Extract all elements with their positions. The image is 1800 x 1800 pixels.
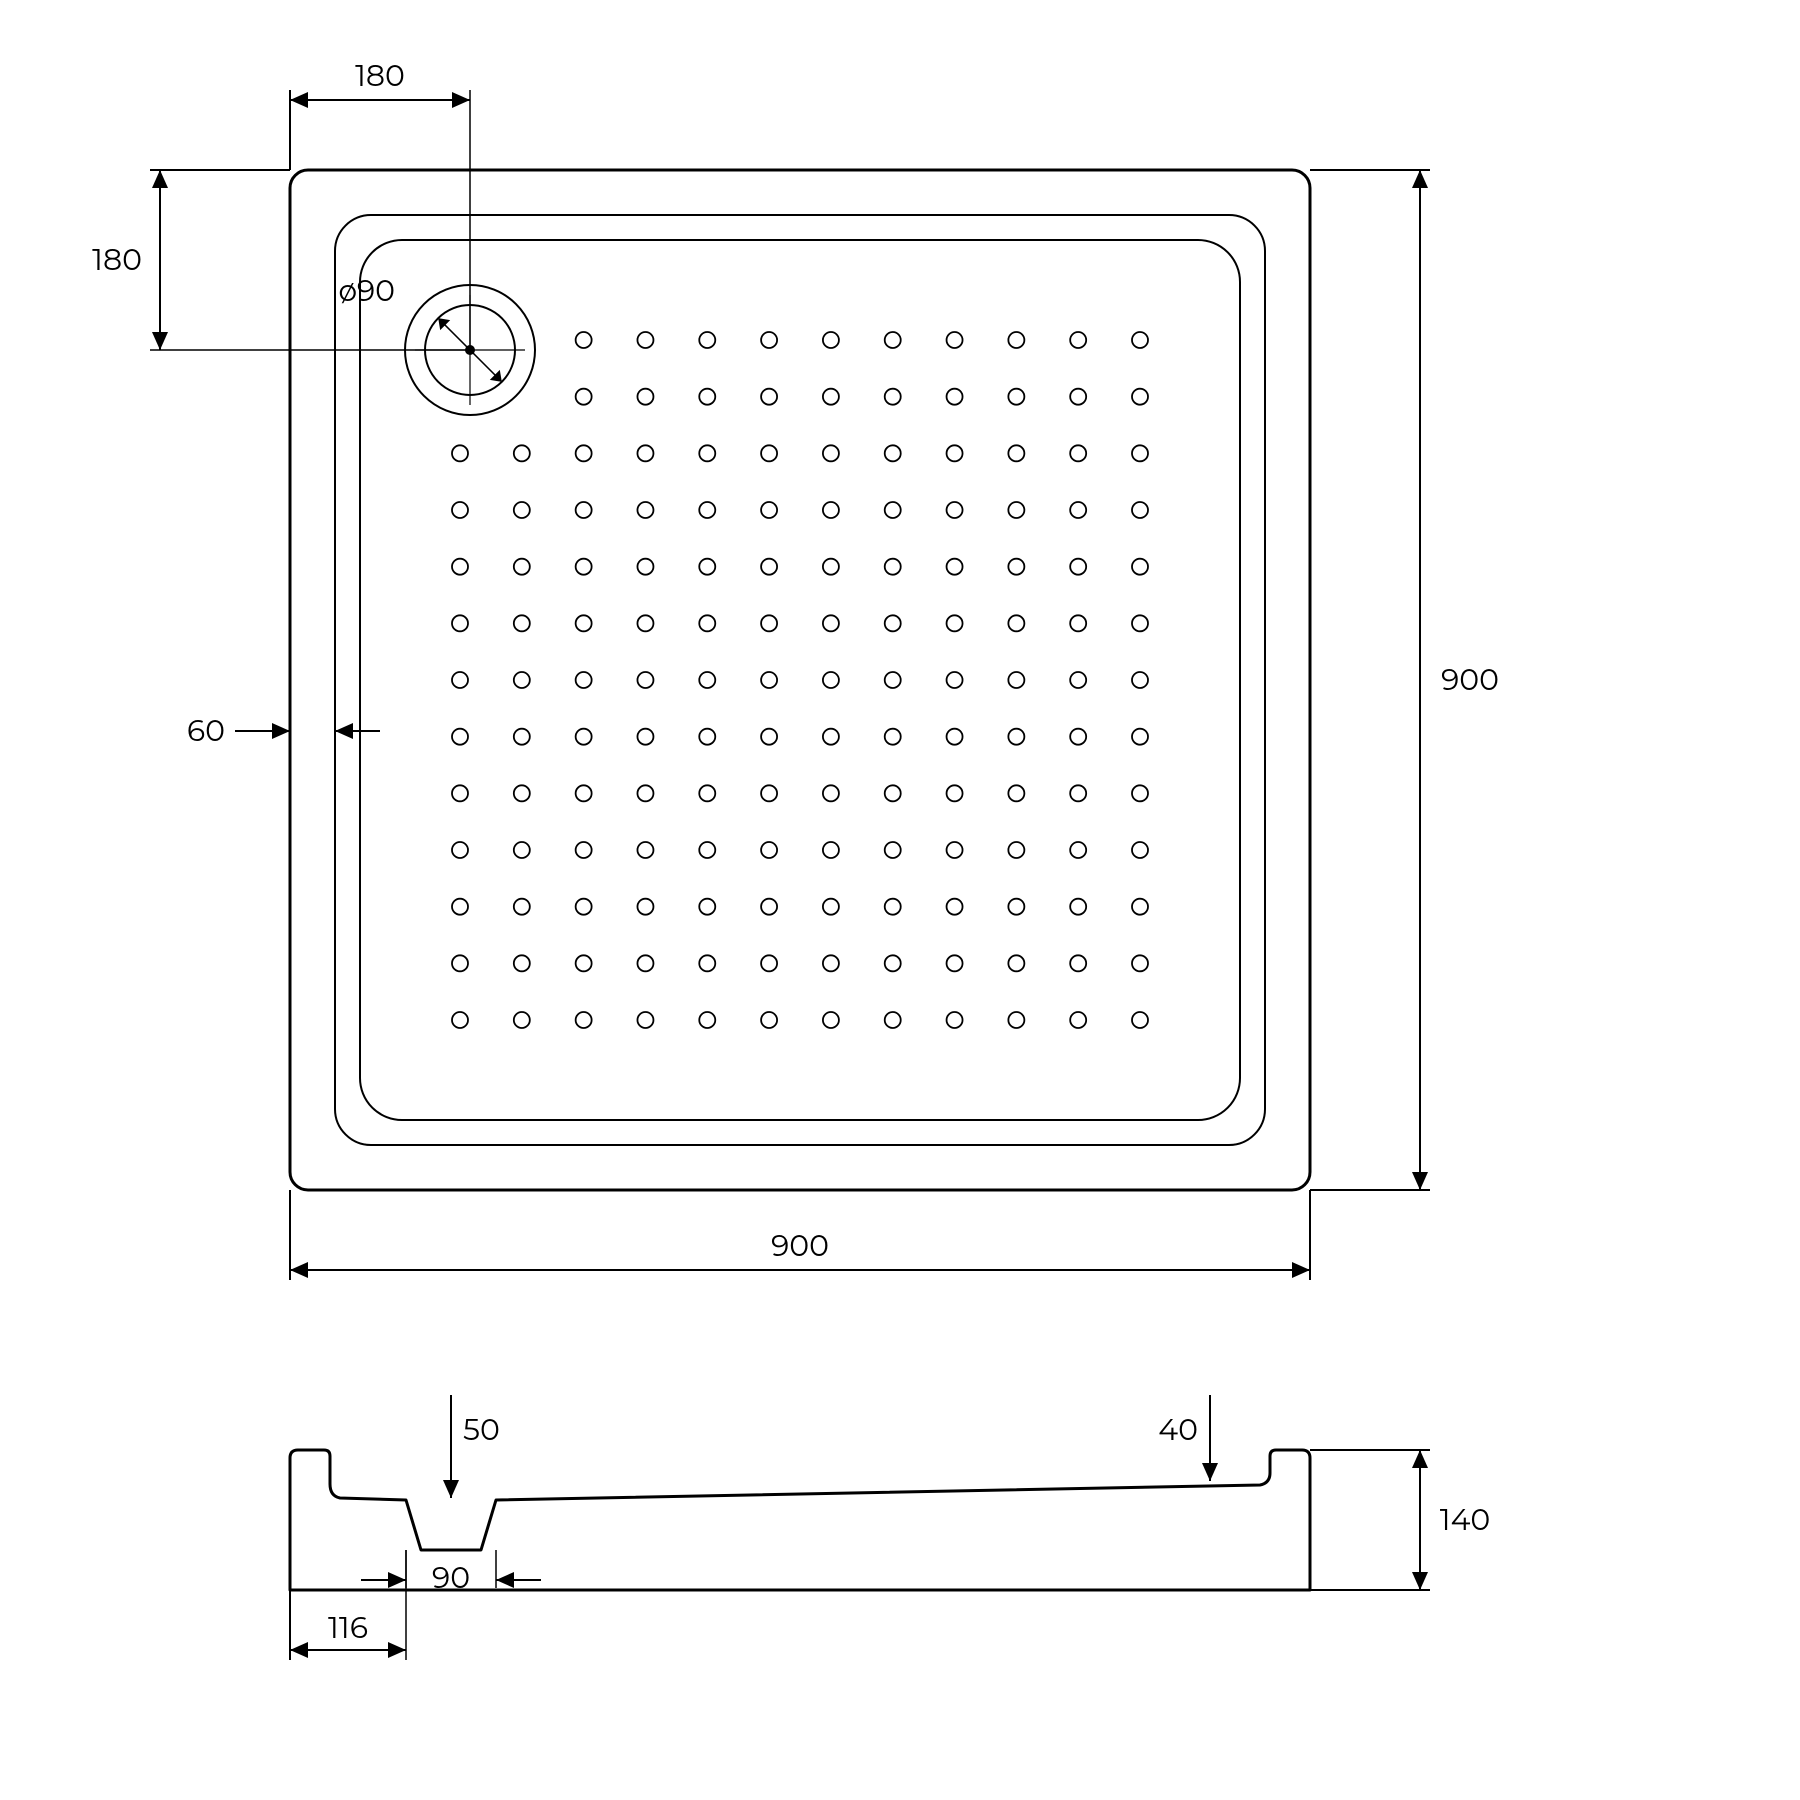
arrow-head — [443, 1480, 459, 1498]
arrow-head — [1292, 1262, 1310, 1278]
antislip-dots — [452, 332, 1148, 1028]
arrow-head — [290, 92, 308, 108]
dim-side-90: 90 — [432, 1559, 470, 1596]
arrow-head — [388, 1572, 406, 1588]
arrow-head — [290, 1262, 308, 1278]
arrow-head — [1412, 1450, 1428, 1468]
dim-left-180: 180 — [92, 241, 142, 278]
dim-top-180: 180 — [355, 57, 405, 94]
dim-drain-dia: ø90 — [338, 272, 395, 309]
arrow-head — [290, 1642, 308, 1658]
dim-side-40: 40 — [1158, 1411, 1198, 1448]
arrow-head — [1202, 1463, 1218, 1481]
arrow-head — [152, 332, 168, 350]
dim-side-50: 50 — [463, 1411, 500, 1448]
dim-width-900: 900 — [771, 1227, 829, 1264]
dim-60: 60 — [187, 712, 225, 749]
dim-side-140: 140 — [1440, 1501, 1491, 1538]
dim-side-116: 116 — [328, 1609, 368, 1646]
arrow-head — [1412, 1572, 1428, 1590]
arrow-head — [335, 723, 353, 739]
arrow-head — [496, 1572, 514, 1588]
arrow-head — [388, 1642, 406, 1658]
arrow-head — [1412, 1172, 1428, 1190]
arrow-head — [272, 723, 290, 739]
arrow-head — [452, 92, 470, 108]
arrow-head — [152, 170, 168, 188]
dim-height-900: 900 — [1441, 661, 1499, 698]
arrow-head — [1412, 170, 1428, 188]
